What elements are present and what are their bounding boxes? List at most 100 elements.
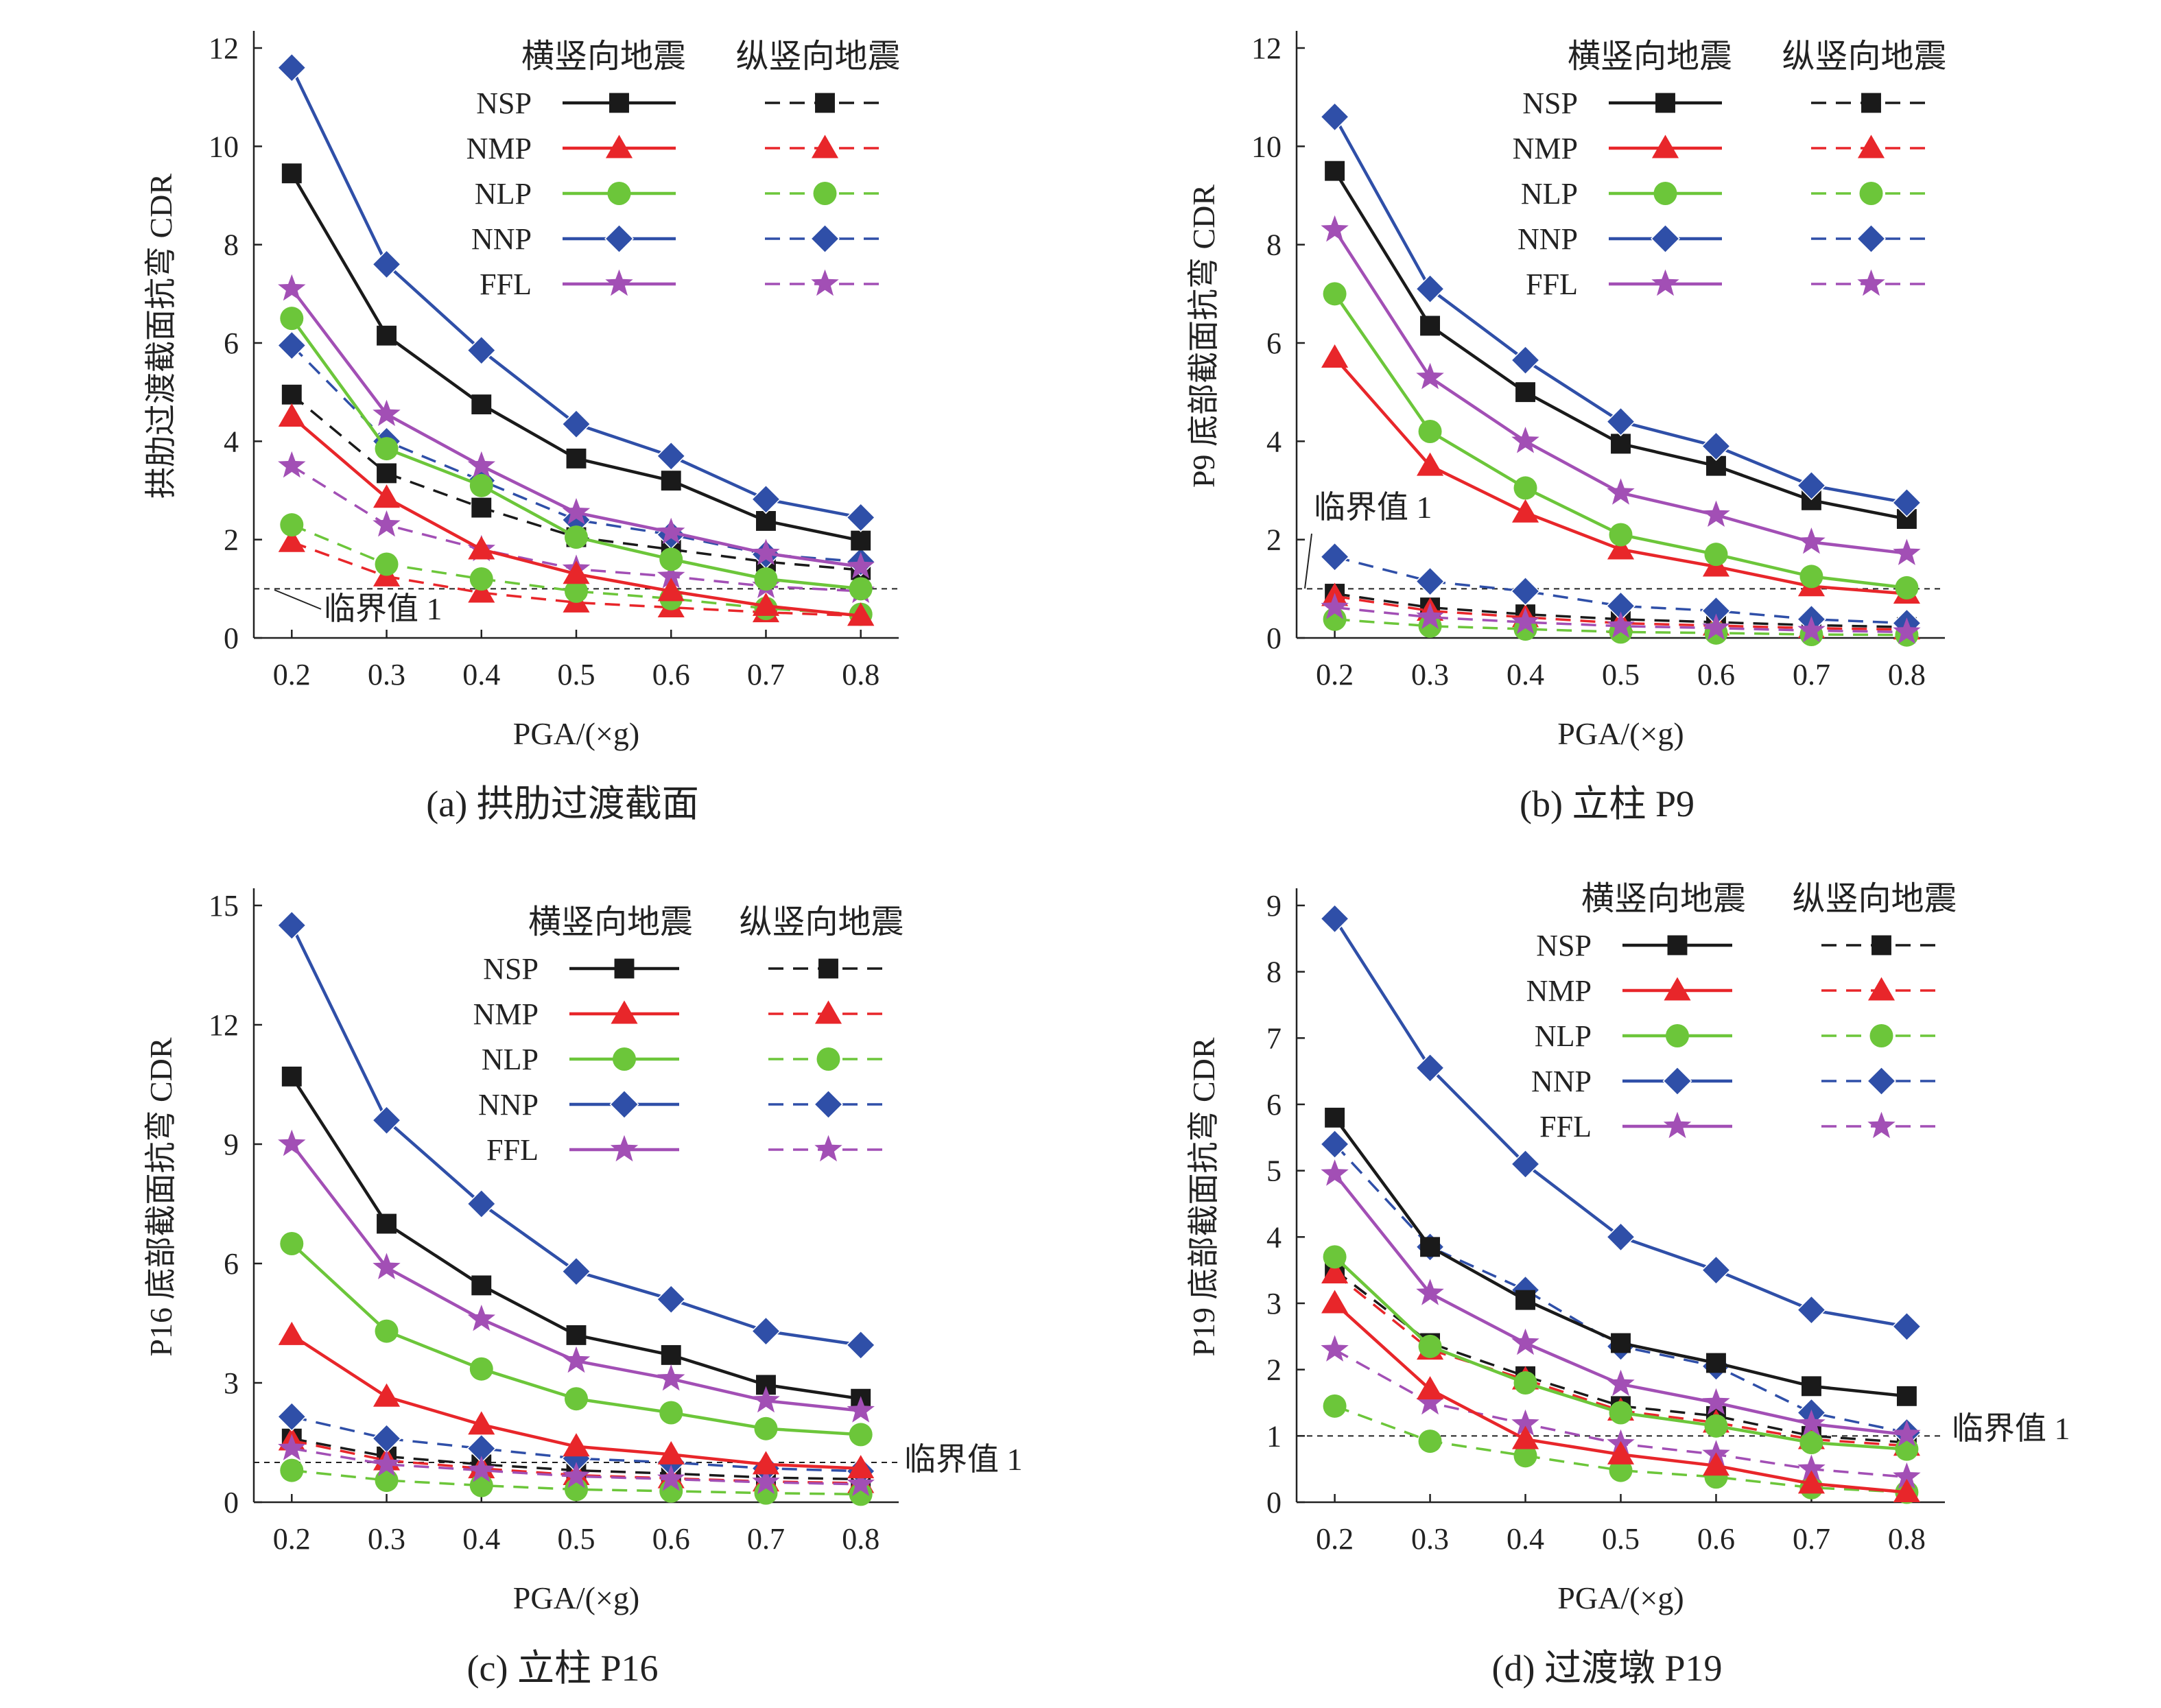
data-point [563, 560, 590, 584]
data-point [467, 1456, 495, 1482]
data-point [1418, 1334, 1442, 1358]
x-tick-label: 0.7 [1793, 1522, 1830, 1556]
data-point [756, 510, 776, 531]
data-point [1511, 1425, 1539, 1449]
x-tick-label: 0.5 [558, 658, 595, 691]
legend-label-nmp: NMP [467, 132, 532, 165]
data-point [281, 163, 302, 184]
data-point [1416, 1388, 1444, 1415]
data-point [1420, 1237, 1441, 1257]
series-nmp-transverse [278, 1321, 875, 1479]
x-tick-label: 0.6 [1697, 1522, 1735, 1556]
y-tick-label: 8 [224, 228, 239, 262]
data-point [847, 1396, 875, 1423]
data-point [471, 394, 492, 415]
data-point [1607, 536, 1635, 560]
y-tick-label: 0 [1266, 621, 1282, 655]
data-point [278, 1434, 306, 1460]
data-point [375, 1319, 399, 1343]
data-point [375, 552, 399, 576]
y-tick-label: 2 [1266, 1353, 1282, 1387]
data-point [656, 1284, 686, 1314]
series-nnp-transverse [276, 910, 876, 1360]
legend-label-nsp: NSP [483, 952, 539, 986]
data-point [276, 331, 307, 361]
data-point [661, 1344, 681, 1365]
data-point [561, 1257, 591, 1287]
data-point [1607, 1440, 1635, 1464]
x-tick-label: 0.7 [747, 658, 785, 691]
data-point [1797, 1454, 1826, 1481]
data-point [657, 517, 685, 545]
legend: 横竖向地震 纵竖向地震 NSP NMP NLP NNP FFL [473, 904, 904, 1167]
data-point [1797, 1409, 1826, 1436]
data-point [1606, 1222, 1635, 1252]
legend-label-nnp: NNP [1518, 222, 1578, 256]
data-point [1702, 1388, 1730, 1415]
data-point [375, 437, 399, 461]
y-tick-label: 6 [1266, 1088, 1282, 1122]
data-point [562, 1346, 591, 1373]
data-point [1417, 1376, 1444, 1400]
legend-marker [1857, 134, 1885, 158]
data-point [1416, 602, 1444, 630]
x-tick-label: 0.3 [368, 1522, 405, 1556]
x-tick-label: 0.4 [1507, 1522, 1544, 1556]
data-point [561, 409, 591, 439]
data-point [656, 441, 686, 471]
data-point [1891, 1312, 1922, 1342]
data-point [1609, 523, 1633, 547]
y-tick-label: 10 [1251, 130, 1282, 163]
data-point [1893, 1462, 1921, 1489]
legend-label-ffl: FFL [486, 1133, 539, 1167]
data-point [751, 1316, 781, 1347]
data-point [468, 579, 495, 603]
x-tick-label: 0.2 [273, 658, 311, 691]
legend-marker [604, 224, 634, 254]
legend-marker [1857, 269, 1885, 296]
legend-marker [811, 134, 839, 158]
threshold-label: 临界值 1 [904, 1442, 1023, 1477]
legend-label-nmp: NMP [1526, 974, 1592, 1008]
x-tick-label: 0.3 [1411, 1522, 1449, 1556]
legend-label-nlp: NLP [475, 177, 532, 211]
data-point [1515, 382, 1535, 403]
legend-marker [1666, 1024, 1689, 1047]
series-nlp-transverse [280, 307, 873, 601]
data-point [281, 384, 302, 405]
legend-marker [607, 182, 631, 205]
y-tick-label: 9 [224, 1128, 239, 1161]
series-ffl-transverse [278, 1129, 875, 1423]
legend-marker [815, 93, 835, 113]
x-tick-label: 0.3 [368, 658, 405, 691]
data-point [657, 1464, 685, 1491]
data-point [373, 1253, 401, 1279]
data-point [1511, 1409, 1539, 1436]
data-point [467, 335, 497, 366]
legend-marker [818, 958, 838, 979]
data-point [1511, 576, 1540, 606]
legend-label-ffl: FFL [1539, 1110, 1592, 1143]
data-point [1323, 1394, 1347, 1418]
data-point [847, 1469, 875, 1497]
data-point [1702, 613, 1730, 640]
series-nsp-transverse [1325, 1107, 1917, 1406]
data-point [377, 325, 397, 346]
legend-label-nnp: NNP [1531, 1065, 1592, 1098]
legend-marker [1861, 93, 1881, 113]
data-point [469, 473, 493, 497]
x-axis-label: PGA/(×g) [1557, 1580, 1684, 1615]
panel-caption: (a) 拱肋过渡截面 [426, 783, 698, 825]
legend-group-transverse: 横竖向地震 [1581, 881, 1746, 917]
series-nsp-transverse [281, 1066, 871, 1409]
data-point [1797, 1470, 1825, 1494]
legend-label-nmp: NMP [473, 997, 539, 1031]
x-tick-label: 0.8 [842, 658, 879, 691]
y-tick-label: 4 [1266, 1220, 1282, 1254]
data-point [1607, 478, 1635, 505]
legend-label-ffl: FFL [1526, 268, 1578, 301]
data-point [1325, 1107, 1345, 1128]
x-tick-label: 0.5 [1602, 1522, 1640, 1556]
data-point [1609, 1401, 1633, 1425]
data-point [1511, 1328, 1539, 1355]
